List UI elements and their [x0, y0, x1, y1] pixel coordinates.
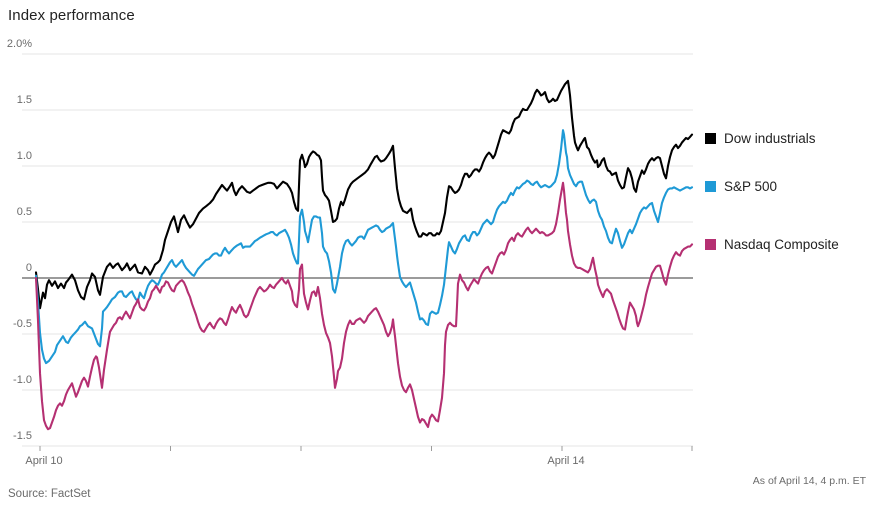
y-tick-label: -1.0 [13, 374, 32, 386]
y-tick-label: 2.0% [6, 38, 32, 50]
legend-label: Nasdaq Composite [724, 236, 839, 252]
legend-swatch-icon [705, 180, 716, 192]
source-note: Source: FactSet [8, 488, 91, 500]
y-tick-label: 0 [25, 262, 32, 274]
legend-label: Dow industrials [724, 130, 816, 146]
chart-title: Index performance [8, 7, 135, 24]
nasdaq-composite-line [34, 181, 694, 431]
y-tick-label: -1.5 [13, 430, 32, 442]
legend-label: S&P 500 [724, 178, 778, 194]
as-of-note: As of April 14, 4 p.m. ET [752, 475, 866, 487]
x-tick-label: April 10 [25, 455, 63, 467]
y-tick-label: -0.5 [13, 318, 32, 330]
y-tick-label: 1.0 [16, 150, 32, 162]
legend-item: S&P 500 [705, 178, 778, 194]
y-tick-label: 0.5 [16, 206, 32, 218]
sp-500-line [34, 129, 694, 365]
legend-swatch-icon [705, 132, 716, 144]
legend-item: Nasdaq Composite [705, 236, 839, 252]
y-tick-label: 1.5 [16, 94, 32, 106]
legend-swatch-icon [705, 238, 716, 250]
dow-industrials-line [34, 79, 694, 310]
legend-item: Dow industrials [705, 130, 816, 146]
x-tick-label: April 14 [547, 455, 585, 467]
